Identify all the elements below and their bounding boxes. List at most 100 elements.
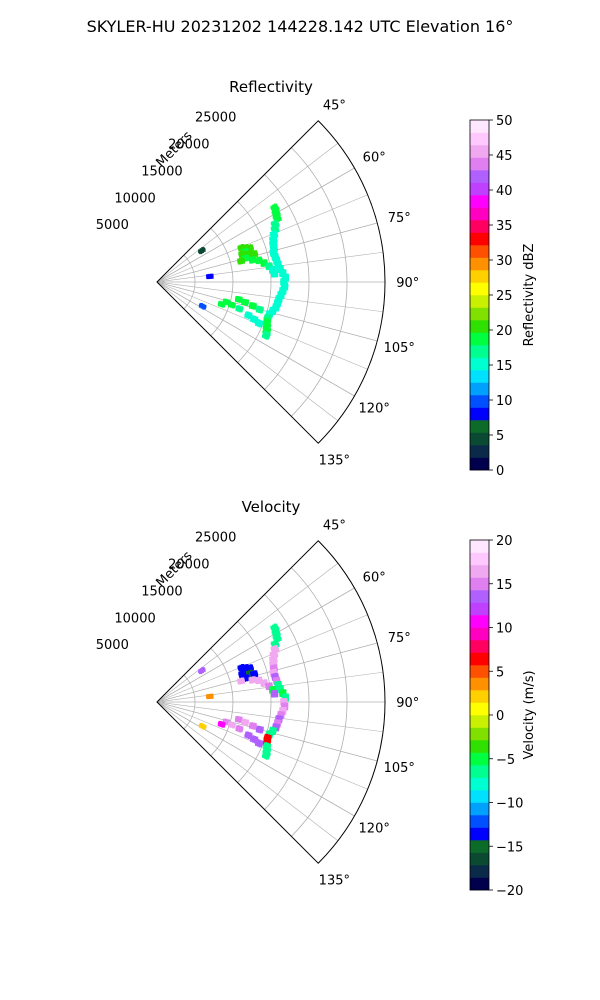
data-cell	[241, 260, 245, 264]
colorbar-tick-label: 45	[496, 149, 513, 164]
azimuth-spoke	[156, 587, 355, 703]
data-cell	[255, 680, 259, 685]
colorbar-tick-label: 0	[496, 464, 504, 479]
colorbar-swatch	[470, 382, 489, 396]
angle-tick-label: 120°	[359, 401, 390, 416]
data-cell	[263, 755, 267, 759]
colorbar-swatch	[470, 257, 489, 271]
data-cell	[260, 263, 264, 267]
angle-tick-label: 90°	[396, 696, 419, 711]
data-cell	[229, 724, 234, 728]
data-cell	[198, 724, 203, 728]
data-cell	[257, 260, 261, 264]
data-cell	[198, 304, 203, 308]
data-cell	[254, 253, 259, 257]
data-cell	[272, 311, 276, 315]
data-cell	[239, 260, 244, 265]
data-cell	[255, 322, 259, 326]
angle-tick-label: 60°	[363, 151, 386, 166]
colorbar-swatch	[470, 740, 489, 753]
azimuth-spoke	[156, 222, 378, 283]
data-cell	[275, 308, 280, 312]
data-cell	[200, 669, 204, 674]
data-cell	[241, 301, 245, 306]
data-cell	[238, 668, 242, 672]
data-cell	[276, 689, 281, 693]
colorbar-swatch	[470, 640, 489, 653]
data-cell	[239, 680, 244, 685]
data-cell	[250, 667, 254, 671]
angle-tick-label: 135°	[319, 453, 350, 468]
data-cell	[279, 693, 283, 698]
colorbar-tick-label: 25	[496, 289, 513, 304]
data-cell	[255, 260, 259, 265]
data-cell	[246, 257, 250, 261]
data-cell	[261, 754, 266, 758]
data-cell	[237, 261, 242, 265]
data-cell	[273, 274, 277, 278]
data-cell	[275, 234, 279, 238]
colorbar-swatch	[470, 120, 489, 133]
colorbar-swatch	[470, 615, 489, 628]
colorbar-swatch	[470, 852, 489, 866]
colorbar-swatch	[470, 170, 489, 183]
data-cell	[271, 274, 275, 278]
data-cell	[250, 318, 254, 322]
angle-tick-label: 135°	[319, 873, 350, 888]
data-cell	[258, 324, 262, 328]
data-cell	[250, 738, 254, 742]
colorbar-swatch	[470, 777, 489, 791]
colorbar-swatch	[470, 565, 489, 578]
colorbar-swatch	[470, 715, 489, 728]
data-cell	[249, 260, 253, 264]
data-cell	[221, 724, 225, 728]
data-cell	[253, 740, 257, 744]
colorbar-swatch	[470, 195, 489, 208]
colorbar-tick-label: 20	[496, 324, 513, 339]
colorbar-swatch	[470, 652, 489, 666]
data-cell	[275, 694, 279, 698]
reflectivity-chart: Reflectivity 45° 60° 75° 90° 105° 120° 135° 5000…	[96, 78, 537, 479]
data-cell	[253, 254, 257, 258]
data-cell	[219, 303, 223, 307]
data-cell	[275, 274, 279, 278]
data-cell	[253, 320, 257, 324]
data-cell	[231, 725, 235, 729]
colorbar-swatch	[470, 245, 489, 258]
angle-tick-label: 105°	[384, 341, 415, 356]
data-cell	[265, 686, 270, 691]
colorbar-swatch	[470, 602, 489, 616]
colorbar-swatch	[470, 432, 489, 446]
data-cell	[234, 298, 239, 302]
chart-title: Reflectivity	[229, 78, 313, 96]
data-cell	[199, 670, 203, 675]
colorbar-tick-label: 5	[496, 665, 504, 680]
data-cell	[244, 314, 248, 318]
data-cell	[210, 695, 214, 699]
figure-suptitle: SKYLER-HU 20231202 144228.142 UTC Elevat…	[87, 17, 514, 36]
data-cell	[265, 336, 269, 340]
colorbar-swatch	[470, 357, 489, 371]
colorbar-swatch	[470, 395, 489, 408]
colorbar-swatch	[470, 727, 489, 741]
range-tick-label: 15000	[141, 164, 182, 179]
colorbar-swatch	[470, 590, 489, 603]
data-cell	[245, 302, 249, 306]
data-cell	[248, 315, 252, 320]
range-tick-label: 20000	[168, 558, 209, 573]
data-cell	[262, 263, 266, 267]
data-cell	[251, 680, 255, 684]
data-cell	[200, 249, 204, 254]
data-cell	[276, 223, 280, 228]
data-cell	[208, 275, 212, 279]
data-cell	[250, 247, 254, 251]
data-cell	[250, 725, 255, 730]
colorbar-tick-label: 50	[496, 114, 513, 129]
colorbar-swatch	[470, 677, 489, 691]
data-cell	[227, 723, 232, 728]
data-cell	[257, 680, 261, 684]
angle-tick-label: 75°	[388, 631, 411, 646]
colorbar-tick-label: 35	[496, 219, 513, 234]
range-tick-label: 15000	[141, 584, 182, 599]
data-cell	[224, 721, 228, 725]
